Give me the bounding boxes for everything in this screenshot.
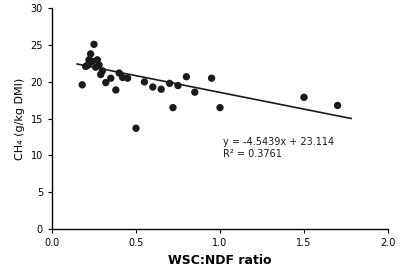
Point: [301, 95, 307, 100]
Point: [96, 63, 102, 67]
Point: [116, 71, 122, 75]
Point: [175, 83, 181, 88]
Point: [82, 64, 89, 69]
Point: [133, 126, 139, 131]
Point: [89, 59, 96, 63]
Point: [86, 61, 92, 66]
Y-axis label: CH₄ (g/kg DMI): CH₄ (g/kg DMI): [15, 78, 25, 160]
Point: [124, 76, 131, 80]
Point: [98, 72, 104, 77]
Point: [183, 75, 190, 79]
Point: [166, 81, 173, 86]
Point: [141, 80, 148, 84]
Point: [119, 75, 126, 80]
Point: [99, 69, 106, 73]
Point: [170, 105, 176, 110]
Point: [150, 85, 156, 89]
Point: [84, 63, 90, 68]
Point: [208, 76, 215, 80]
Point: [192, 90, 198, 94]
Text: y = -4.5439x + 23.114
R² = 0.3761: y = -4.5439x + 23.114 R² = 0.3761: [223, 137, 334, 159]
Point: [88, 52, 94, 56]
Point: [158, 87, 164, 91]
Point: [102, 80, 109, 85]
Point: [113, 88, 119, 92]
Point: [108, 76, 114, 80]
X-axis label: WSC:NDF ratio: WSC:NDF ratio: [168, 254, 272, 267]
Point: [92, 65, 99, 69]
Point: [334, 103, 341, 108]
Point: [79, 83, 86, 87]
Point: [217, 105, 223, 110]
Point: [91, 42, 97, 47]
Point: [94, 58, 100, 62]
Point: [86, 58, 92, 62]
